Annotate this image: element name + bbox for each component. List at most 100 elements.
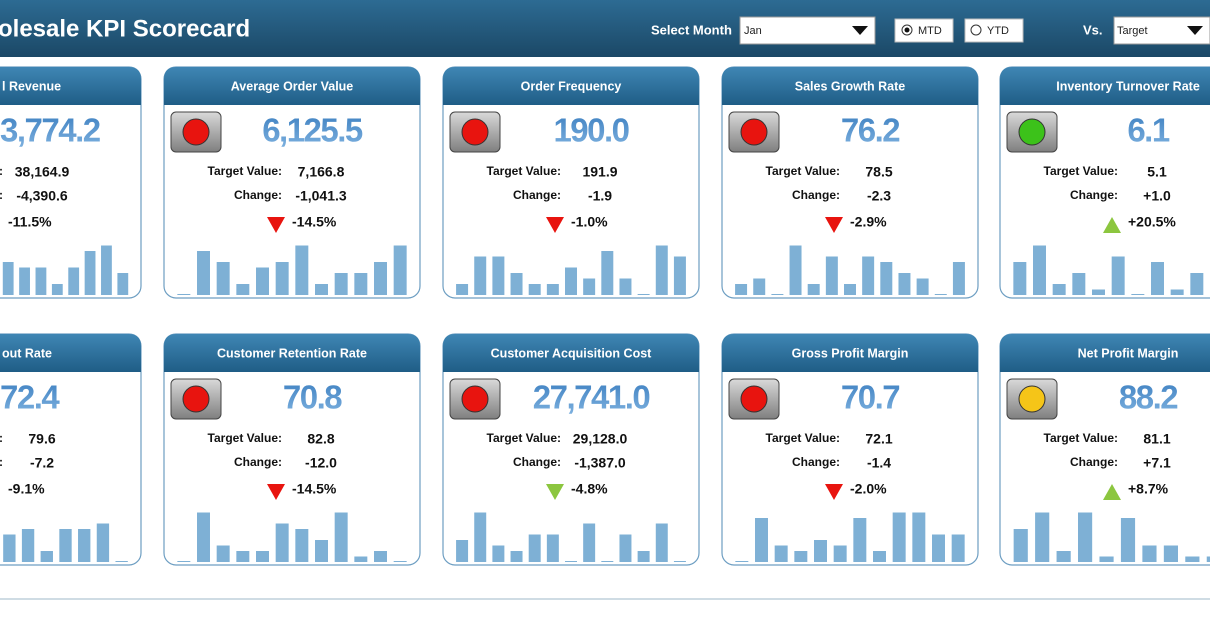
trend-bar xyxy=(510,551,523,562)
trend-bar xyxy=(78,529,91,562)
change-percent: -4.8% xyxy=(571,481,608,497)
status-light xyxy=(182,118,210,146)
page-title: olesale KPI Scorecard xyxy=(0,15,250,42)
month-dropdown[interactable]: Jan xyxy=(739,16,876,45)
target-value: 38,164.9 xyxy=(15,164,70,180)
change-label: Change: xyxy=(513,188,561,202)
trend-bar xyxy=(565,561,577,562)
trend-bar xyxy=(84,251,96,295)
trend-bar xyxy=(1013,529,1028,562)
trend-bar xyxy=(1151,262,1164,295)
trend-bar xyxy=(637,294,650,295)
trend-bar xyxy=(374,551,387,562)
card-title: Customer Retention Rate xyxy=(217,346,367,360)
trend-bar xyxy=(1056,551,1071,562)
trend-bar xyxy=(315,540,328,562)
trend-bar xyxy=(546,284,559,295)
trend-bar xyxy=(673,561,686,562)
card-header xyxy=(1000,67,1210,105)
trend-bar xyxy=(197,512,210,562)
target-label: Target Value: xyxy=(766,431,840,445)
change-value: +7.1 xyxy=(1143,455,1171,471)
target-value: 81.1 xyxy=(1143,431,1170,447)
trend-bar xyxy=(892,512,906,562)
trend-bar xyxy=(1052,284,1066,295)
trend-bar xyxy=(934,294,947,295)
change-label: e: xyxy=(0,188,3,202)
kpi-card: out Rate 72.4 e: 79.6: -7.2 -9.1% xyxy=(0,333,142,566)
trend-bar xyxy=(354,556,368,562)
card-title: Sales Growth Rate xyxy=(795,79,905,93)
trend-bar xyxy=(601,251,614,295)
target-value: 7,166.8 xyxy=(298,164,345,180)
kpi-card: Average Order Value 6,125.5 Target Value: 7… xyxy=(163,66,421,299)
trend-bar xyxy=(546,534,559,562)
target-label: Target Value: xyxy=(1044,164,1118,178)
change-label: Change: xyxy=(792,455,840,469)
card-header xyxy=(443,334,699,372)
change-arrow xyxy=(267,484,285,500)
trend-bar xyxy=(916,278,929,295)
trend-bar xyxy=(456,540,469,562)
kpi-card: Gross Profit Margin 70.7 Target Value: 72.1… xyxy=(721,333,979,566)
change-arrow xyxy=(546,484,564,500)
card-header xyxy=(164,67,420,105)
trend-bar xyxy=(21,529,35,562)
trend-bar xyxy=(59,529,72,562)
trend-bar xyxy=(236,551,250,562)
kpi-card: Customer Acquisition Cost 27,741.0 Target … xyxy=(442,333,700,566)
trend-bar xyxy=(1170,289,1184,295)
trend-bar xyxy=(655,245,668,295)
change-label: Change: xyxy=(1070,188,1118,202)
change-arrow xyxy=(1103,484,1121,500)
card-header xyxy=(722,334,978,372)
trend-bar xyxy=(755,518,768,562)
mtd-radio[interactable]: MTD xyxy=(894,18,954,43)
change-percent: -2.9% xyxy=(850,214,887,230)
ytd-radio[interactable]: YTD xyxy=(964,18,1024,43)
trend-bar xyxy=(197,251,210,295)
trend-bar xyxy=(565,267,577,295)
change-percent: -9.1% xyxy=(8,481,45,497)
vs-dropdown[interactable]: Target xyxy=(1113,16,1210,45)
change-percent: -14.5% xyxy=(292,481,337,497)
trend-bar xyxy=(35,267,47,295)
trend-bar xyxy=(492,545,505,562)
trend-bar xyxy=(1092,289,1105,295)
change-value: -1.4 xyxy=(867,455,891,471)
trend-bar xyxy=(807,284,820,295)
status-light xyxy=(461,385,489,413)
trend-bar xyxy=(315,284,328,295)
card-title: Inventory Turnover Rate xyxy=(1056,79,1200,93)
trend-bar xyxy=(393,245,407,295)
card-header xyxy=(443,67,699,105)
kpi-card: Customer Retention Rate 70.8 Target Value:… xyxy=(163,333,421,566)
card-title: out Rate xyxy=(2,346,52,360)
trend-bar xyxy=(177,294,191,295)
trend-bar xyxy=(794,551,808,562)
trend-bar xyxy=(735,284,748,295)
mtd-label[interactable]: MTD xyxy=(918,25,942,37)
card-title: Gross Profit Margin xyxy=(792,346,909,360)
trend-bar xyxy=(1013,262,1027,295)
target-label: Target Value: xyxy=(208,164,282,178)
trend-bar xyxy=(295,529,309,562)
trend-bar xyxy=(1206,556,1210,562)
change-value: +1.0 xyxy=(1143,188,1171,204)
trend-bar xyxy=(1033,245,1046,295)
change-value: -1,387.0 xyxy=(574,455,626,471)
month-value[interactable]: Jan xyxy=(744,25,762,37)
trend-bar xyxy=(528,534,541,562)
trend-bar xyxy=(898,273,911,295)
card-title: l Revenue xyxy=(2,79,61,93)
change-value: -1.9 xyxy=(588,188,612,204)
ytd-label[interactable]: YTD xyxy=(987,25,1009,37)
card-title: Order Frequency xyxy=(521,79,622,93)
trend-bar xyxy=(753,278,766,295)
vs-value[interactable]: Target xyxy=(1117,25,1148,37)
change-label: Change: xyxy=(1070,455,1118,469)
card-title: Average Order Value xyxy=(231,79,354,93)
trend-bar xyxy=(814,540,827,562)
trend-bar xyxy=(1035,512,1050,562)
trend-bar xyxy=(774,545,788,562)
